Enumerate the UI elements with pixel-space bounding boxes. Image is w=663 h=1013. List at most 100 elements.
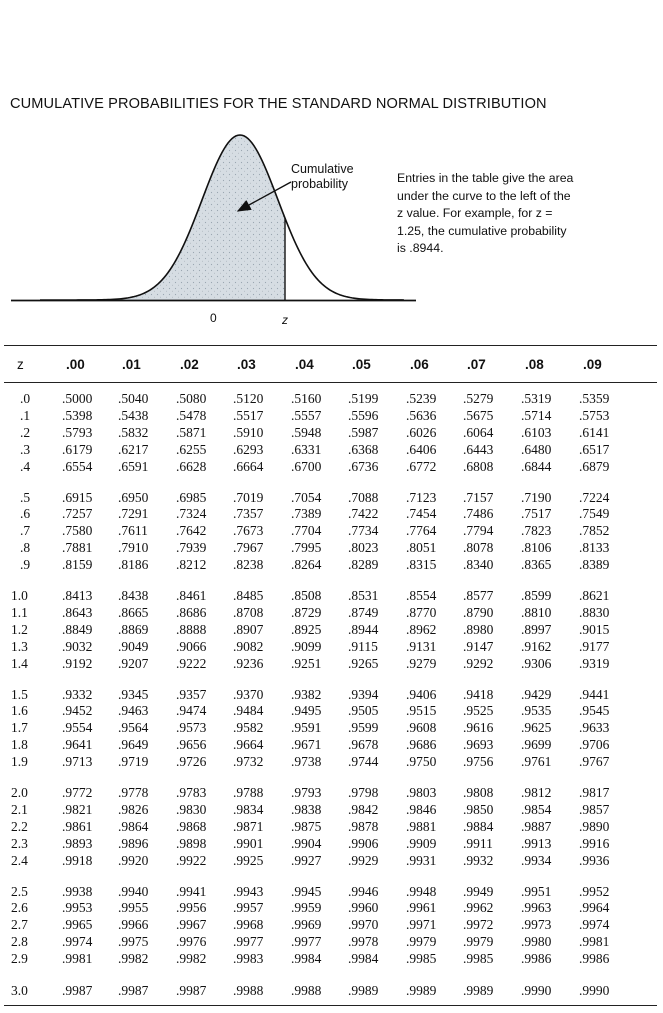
probability-cell: .9162: [521, 638, 552, 654]
probability-cell: .9936: [579, 852, 610, 868]
column-header: .03: [237, 357, 256, 372]
probability-cell: .9884: [463, 818, 494, 834]
probability-cell: .9345: [118, 686, 149, 702]
probability-cell: .9989: [463, 983, 494, 998]
probability-cell: .8621: [579, 588, 610, 603]
header-rule: [4, 382, 657, 383]
table-row: 2.4 .9918 .9920 .9922 .9925 .9927 .9929 .9931 .9…: [0, 853, 663, 870]
z-value-cell: .1: [20, 407, 31, 423]
pointer-arrow: [236, 181, 292, 212]
probability-cell: .9984: [291, 951, 322, 967]
probability-cell: .7454: [406, 506, 437, 522]
z-value-cell: .8: [20, 540, 31, 556]
probability-cell: .9803: [406, 785, 437, 800]
probability-cell: .5793: [62, 424, 93, 440]
probability-cell: .9978: [348, 934, 379, 950]
probability-cell: .5910: [233, 424, 264, 440]
probability-cell: .7357: [233, 506, 264, 522]
probability-cell: .9987: [118, 983, 149, 998]
probability-cell: .5636: [406, 407, 437, 423]
probability-cell: .5359: [579, 391, 610, 406]
probability-cell: .9977: [291, 934, 322, 950]
table-row: 1.6 .9452 .9463 .9474 .9484 .9495 .9505 .9515 .9…: [0, 703, 663, 720]
table-row: .3 .6179 .6217 .6255 .6293 .6331 .6368 .6406 .64…: [0, 442, 663, 459]
probability-cell: .8106: [521, 540, 552, 556]
probability-cell: .7389: [291, 506, 322, 522]
probability-cell: .8980: [463, 621, 494, 637]
probability-cell: .9940: [118, 883, 149, 899]
probability-cell: .8264: [291, 557, 322, 573]
probability-cell: .9986: [579, 951, 610, 967]
axis-z-label: z: [282, 313, 288, 327]
probability-cell: .9817: [579, 785, 610, 800]
probability-cell: .9927: [291, 852, 322, 868]
probability-cell: .6772: [406, 458, 437, 474]
probability-cell: .9693: [463, 737, 494, 753]
z-value-cell: .6: [20, 506, 31, 522]
probability-cell: .9713: [62, 754, 93, 770]
probability-cell: .9990: [579, 983, 610, 998]
probability-cell: .8907: [233, 621, 264, 637]
page-title: CUMULATIVE PROBABILITIES FOR THE STANDAR…: [10, 96, 547, 112]
probability-cell: .9370: [233, 686, 264, 702]
probability-cell: .7291: [118, 506, 149, 522]
column-header: .09: [583, 357, 602, 372]
table-row: 2.1 .9821 .9826 .9830 .9834 .9838 .9842 .9846 .9…: [0, 802, 663, 819]
z-value-cell: 1.5: [11, 686, 28, 702]
probability-cell: .9846: [406, 801, 437, 817]
probability-cell: .9969: [291, 917, 322, 933]
probability-cell: .9988: [291, 983, 322, 998]
probability-cell: .7517: [521, 506, 552, 522]
probability-cell: .9974: [579, 917, 610, 933]
probability-cell: .9984: [348, 951, 379, 967]
probability-cell: .9890: [579, 818, 610, 834]
probability-cell: .7881: [62, 540, 93, 556]
probability-cell: .7642: [176, 523, 207, 539]
probability-cell: .9887: [521, 818, 552, 834]
probability-cell: .6554: [62, 458, 93, 474]
probability-cell: .9968: [233, 917, 264, 933]
probability-cell: .9738: [291, 754, 322, 770]
cumulative-probability-label: Cumulative probability: [291, 162, 354, 191]
probability-cell: .8729: [291, 604, 322, 620]
probability-cell: .9429: [521, 686, 552, 702]
probability-cell: .7764: [406, 523, 437, 539]
probability-cell: .5517: [233, 407, 264, 423]
probability-cell: .9732: [233, 754, 264, 770]
probability-cell: .9967: [176, 917, 207, 933]
probability-cell: .9973: [521, 917, 552, 933]
probability-cell: .5557: [291, 407, 322, 423]
z-value-cell: .5: [20, 489, 31, 505]
probability-cell: .7157: [463, 489, 494, 505]
table-row: .8 .7881 .7910 .7939 .7967 .7995 .8023 .8051 .80…: [0, 540, 663, 557]
probability-cell: .9265: [348, 655, 379, 671]
probability-cell: .9306: [521, 655, 552, 671]
probability-cell: .9977: [233, 934, 264, 950]
table-row: 1.7 .9554 .9564 .9573 .9582 .9591 .9599 .9608 .9…: [0, 720, 663, 737]
probability-cell: .9959: [291, 900, 322, 916]
probability-cell: .9850: [463, 801, 494, 817]
probability-cell: .9236: [233, 655, 264, 671]
probability-cell: .9591: [291, 720, 322, 736]
z-value-cell: 2.2: [11, 818, 28, 834]
probability-cell: .6664: [233, 458, 264, 474]
probability-cell: .9943: [233, 883, 264, 899]
probability-cell: .8869: [118, 621, 149, 637]
probability-cell: .9808: [463, 785, 494, 800]
shaded-area: [40, 135, 285, 300]
probability-cell: .5040: [118, 391, 149, 406]
probability-cell: .9783: [176, 785, 207, 800]
probability-cell: .9979: [463, 934, 494, 950]
z-value-cell: 1.0: [11, 588, 28, 603]
probability-cell: .9251: [291, 655, 322, 671]
probability-cell: .7852: [579, 523, 610, 539]
table-row: .4 .6554 .6591 .6628 .6664 .6700 .6736 .6772 .68…: [0, 459, 663, 476]
probability-cell: .9015: [579, 621, 610, 637]
probability-cell: .9938: [62, 883, 93, 899]
probability-cell: .8830: [579, 604, 610, 620]
probability-cell: .9357: [176, 686, 207, 702]
probability-cell: .9922: [176, 852, 207, 868]
probability-cell: .9896: [118, 835, 149, 851]
probability-cell: .9641: [62, 737, 93, 753]
probability-cell: .9082: [233, 638, 264, 654]
